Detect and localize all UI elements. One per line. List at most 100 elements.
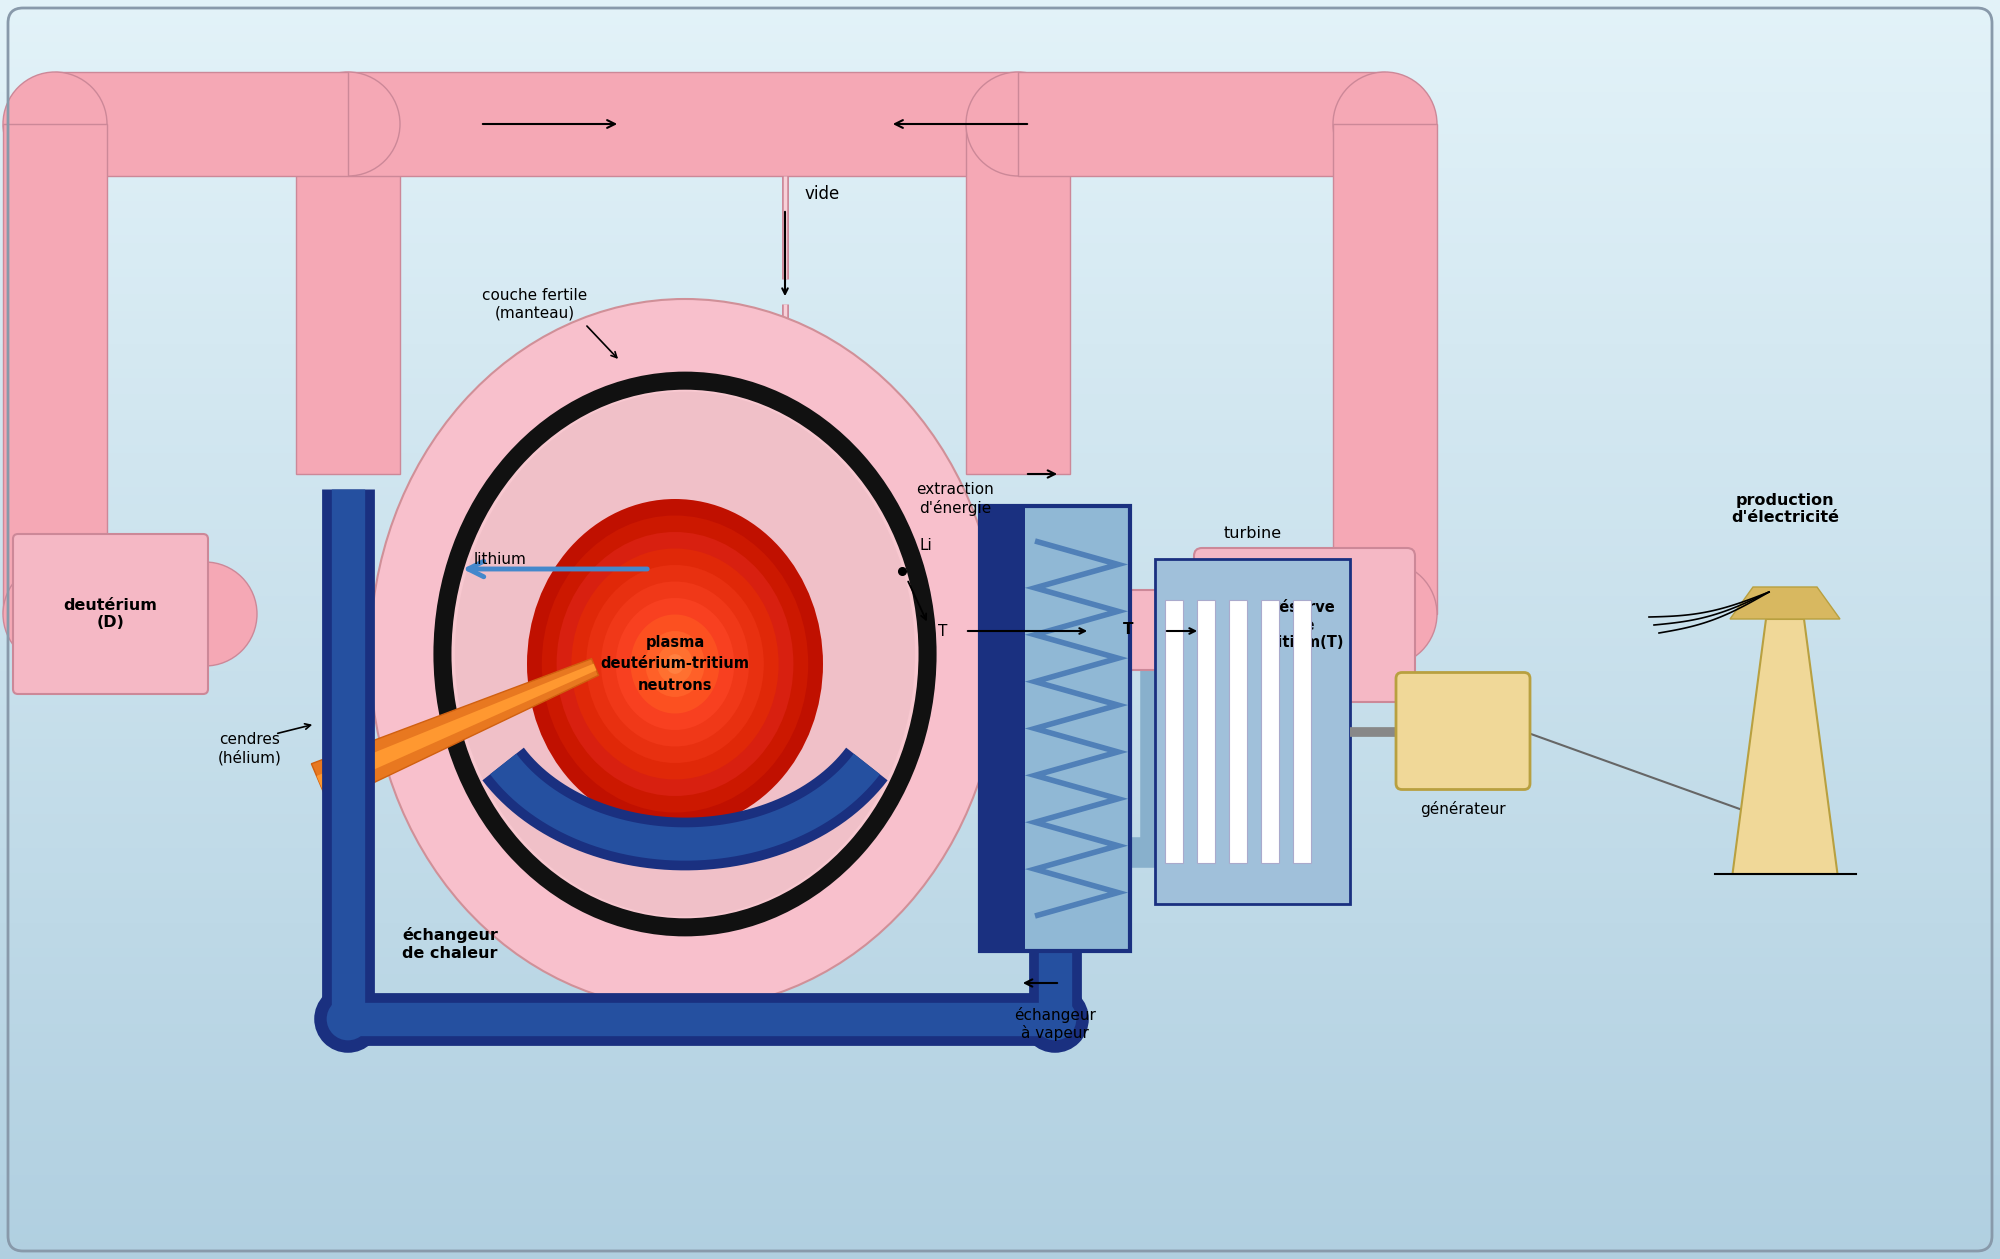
Bar [0, 663, 2000, 671]
Bar [0, 336, 2000, 344]
Text: réserve
de
tritium(T): réserve de tritium(T) [1264, 601, 1344, 650]
Bar [0, 1083, 2000, 1092]
Ellipse shape [616, 598, 734, 730]
Bar [0, 210, 2000, 218]
Bar [0, 755, 2000, 764]
Polygon shape [1184, 562, 1384, 666]
Bar [0, 201, 2000, 210]
Bar [0, 252, 2000, 261]
Bar [0, 638, 2000, 646]
Polygon shape [316, 663, 596, 792]
Bar [0, 16, 2000, 25]
FancyBboxPatch shape [1156, 559, 1350, 904]
Bar [0, 655, 2000, 663]
Bar [0, 160, 2000, 167]
Text: lithium: lithium [474, 551, 526, 567]
Bar [0, 319, 2000, 327]
Bar [0, 1074, 2000, 1083]
Bar [0, 42, 2000, 50]
Bar [0, 327, 2000, 336]
Bar [0, 9, 2000, 16]
Bar [0, 261, 2000, 268]
Bar [0, 1099, 2000, 1108]
Bar [0, 151, 2000, 160]
Bar [0, 520, 2000, 529]
Bar [0, 403, 2000, 412]
Bar [0, 444, 2000, 453]
Polygon shape [1732, 619, 1838, 874]
Bar [0, 478, 2000, 487]
Bar [0, 135, 2000, 142]
Bar [0, 563, 2000, 570]
Bar [0, 789, 2000, 797]
Bar [0, 1167, 2000, 1175]
Bar [0, 101, 2000, 110]
Text: générateur: générateur [1420, 802, 1506, 817]
Bar [0, 412, 2000, 419]
Bar [0, 982, 2000, 991]
Circle shape [4, 72, 108, 176]
Bar [0, 906, 2000, 915]
Text: T: T [938, 623, 948, 638]
Bar [0, 890, 2000, 898]
Bar [0, 1049, 2000, 1058]
Bar [0, 747, 2000, 755]
Circle shape [314, 986, 382, 1053]
Circle shape [152, 562, 256, 666]
Bar [0, 369, 2000, 378]
Bar [0, 1234, 2000, 1243]
Circle shape [1022, 986, 1088, 1053]
Bar [0, 865, 2000, 872]
Bar [0, 1250, 2000, 1259]
Bar [0, 311, 2000, 319]
Bar [0, 739, 2000, 747]
Bar [0, 1183, 2000, 1192]
Bar [0, 966, 2000, 973]
Bar [0, 898, 2000, 906]
Bar [980, 506, 1024, 951]
Bar [0, 378, 2000, 387]
Text: échangeur
à vapeur: échangeur à vapeur [1014, 1007, 1096, 1041]
Bar [0, 1209, 2000, 1217]
Ellipse shape [528, 499, 824, 828]
Bar [0, 730, 2000, 739]
Bar [0, 781, 2000, 789]
Polygon shape [56, 72, 348, 176]
Bar [0, 0, 2000, 9]
Bar [0, 1124, 2000, 1133]
Bar [0, 714, 2000, 721]
Bar [0, 1142, 2000, 1149]
Bar [0, 570, 2000, 579]
Text: échangeur
de chaleur: échangeur de chaleur [402, 928, 498, 961]
Text: vide: vide [804, 185, 840, 203]
FancyBboxPatch shape [980, 506, 1130, 951]
Bar [0, 915, 2000, 923]
Ellipse shape [666, 655, 684, 674]
Bar [0, 696, 2000, 705]
Bar [1260, 601, 1278, 862]
Circle shape [326, 997, 370, 1040]
Bar [0, 940, 2000, 948]
Ellipse shape [454, 392, 916, 917]
Text: couche fertile
(manteau): couche fertile (manteau) [482, 288, 588, 320]
Bar [0, 1175, 2000, 1183]
Circle shape [4, 562, 108, 666]
Bar [0, 1149, 2000, 1158]
Bar [0, 554, 2000, 563]
Bar [0, 973, 2000, 982]
Bar [0, 991, 2000, 998]
Bar [0, 613, 2000, 621]
Bar [0, 1225, 2000, 1234]
Ellipse shape [630, 614, 720, 714]
Bar [0, 646, 2000, 655]
Text: deutérium
(D): deutérium (D) [64, 598, 158, 631]
Bar [0, 1117, 2000, 1124]
Bar [0, 538, 2000, 545]
Bar [0, 453, 2000, 462]
Bar [0, 1108, 2000, 1117]
Bar [0, 1217, 2000, 1225]
Text: Li: Li [920, 538, 932, 553]
Bar [0, 126, 2000, 135]
Bar [0, 831, 2000, 840]
Ellipse shape [672, 661, 678, 667]
